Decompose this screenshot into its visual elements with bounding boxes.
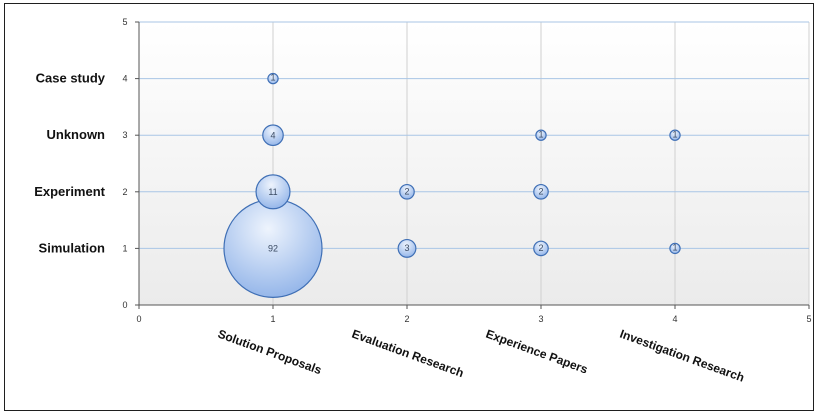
x-tick-label: 0 [136, 314, 141, 324]
x-tick-label: 1 [270, 314, 275, 324]
bubble [669, 129, 681, 141]
bubble-label: 1 [538, 129, 543, 139]
y-tick-label: 0 [122, 300, 127, 310]
x-tick-label: 2 [404, 314, 409, 324]
bubble-label: 3 [404, 243, 409, 253]
bubble [267, 72, 279, 85]
bubble [255, 174, 291, 210]
bubble-label: 4 [270, 130, 275, 140]
bubble [535, 129, 547, 141]
axes [135, 21, 810, 309]
y-tick-labels: 0 1 2 3 4 5 [122, 17, 127, 310]
y-category-label: Case study [36, 71, 106, 86]
bubble [399, 183, 415, 200]
x-tick-labels: 0 1 2 3 4 5 [136, 314, 811, 324]
y-category-label: Experiment [34, 184, 105, 199]
bubble [397, 238, 417, 258]
chart-frame: 0 1 2 3 4 5 0 1 2 3 4 5 Simulation Experiment Unknow… [4, 3, 814, 411]
bubble [262, 124, 284, 147]
y-category-label: Simulation [39, 240, 106, 255]
y-tick-label: 5 [122, 17, 127, 27]
x-category-labels: Solution Proposals Evaluation Research Exp… [216, 327, 746, 385]
y-tick-label: 1 [122, 243, 127, 253]
bubble-label: 1 [270, 73, 275, 83]
x-category-label: Experience Papers [484, 327, 590, 377]
bubble-chart: 0 1 2 3 4 5 0 1 2 3 4 5 Simulation Experiment Unknow… [34, 17, 811, 385]
y-tick-label: 2 [122, 187, 127, 197]
y-tick-label: 3 [122, 130, 127, 140]
x-category-label: Investigation Research [618, 327, 746, 385]
bubble-label: 92 [268, 244, 278, 254]
bubble-label: 1 [672, 129, 677, 139]
bubble [533, 240, 549, 257]
bubble [669, 242, 681, 255]
x-tick-label: 3 [538, 314, 543, 324]
y-category-label: Unknown [47, 127, 106, 142]
bubble-label: 1 [672, 243, 677, 253]
y-category-labels: Simulation Experiment Unknown Case study [34, 71, 106, 256]
y-tick-label: 4 [122, 74, 127, 84]
bubble [533, 183, 549, 200]
bubble-label: 2 [538, 187, 543, 197]
bubble-label: 11 [268, 187, 277, 197]
x-category-label: Evaluation Research [350, 327, 466, 381]
x-tick-label: 4 [672, 314, 677, 324]
bubble-label: 2 [404, 187, 409, 197]
x-tick-label: 5 [806, 314, 811, 324]
bubble-label: 2 [538, 243, 543, 253]
x-category-label: Solution Proposals [216, 327, 324, 378]
gridlines [139, 21, 810, 305]
